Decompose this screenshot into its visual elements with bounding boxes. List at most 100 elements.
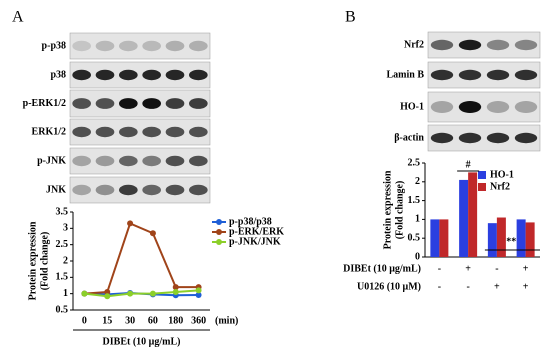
y-tick-label: 2	[63, 255, 68, 266]
panel-label: A	[12, 9, 24, 26]
blot-band	[95, 98, 115, 109]
blot-band	[165, 69, 185, 81]
condition-value: +	[523, 263, 529, 274]
blot-band	[486, 101, 510, 113]
x-tick-label: 0	[82, 315, 87, 326]
condition-label: DIBEt (10 μg/mL)	[343, 263, 421, 274]
panel-label: B	[345, 9, 356, 26]
blot-strip	[69, 32, 211, 60]
condition-value: -	[438, 281, 441, 292]
blot-band	[72, 40, 91, 52]
y-axis-label: (Fold change)	[39, 232, 50, 291]
point	[195, 291, 202, 298]
x-tick-label: 60	[148, 315, 158, 326]
legend-label: p-p38/p38	[229, 216, 272, 227]
x-axis-label: DIBEt (10 μg/mL)	[103, 336, 181, 347]
blot-band	[142, 69, 162, 81]
blot-band	[458, 101, 482, 113]
blot-band	[72, 126, 91, 138]
condition-value: +	[494, 281, 500, 292]
point	[195, 287, 202, 294]
blot-band	[142, 40, 162, 52]
legend-label: Nrf2	[490, 181, 510, 192]
condition-value: -	[438, 263, 441, 274]
blot-label: HO-1	[400, 101, 424, 112]
blot-band	[118, 126, 138, 138]
point	[149, 230, 156, 237]
legend-label: p-JNK/JNK	[229, 236, 281, 247]
blot-band	[165, 184, 185, 196]
y-axis-label: (Fold change)	[394, 181, 405, 240]
blot-band	[95, 126, 115, 138]
blot-band	[118, 40, 138, 52]
x-tick-label: 180	[168, 315, 183, 326]
annotation: #	[466, 159, 471, 170]
blot-band	[486, 132, 510, 144]
bar	[459, 179, 469, 257]
blot-band	[430, 69, 454, 81]
blot-band	[118, 155, 138, 167]
blot-band	[486, 39, 510, 51]
y-tick-label: 1.5	[56, 272, 69, 283]
x-tick-label: 360	[191, 315, 206, 326]
legend-label: p-ERK/ERK	[229, 226, 284, 237]
y-tick-label: 0.5	[408, 232, 421, 243]
legend-marker	[216, 239, 222, 245]
x-tick-label: 30	[125, 315, 135, 326]
blot-strip	[69, 61, 211, 89]
y-axis-label: Protein expression	[27, 221, 38, 300]
series-line	[84, 222, 199, 295]
blot-band	[142, 126, 162, 138]
blot-band	[142, 98, 162, 109]
blot-band	[95, 184, 115, 196]
y-tick-label: 3	[63, 223, 68, 234]
blot-band	[165, 155, 185, 167]
blot-strip	[427, 91, 541, 123]
y-tick-label: 2.5	[408, 157, 421, 168]
legend-swatch	[478, 183, 486, 191]
blot-band	[118, 98, 138, 109]
blot-band	[430, 101, 454, 113]
blot-band	[458, 132, 482, 144]
blot-band	[430, 132, 454, 144]
blot-band	[458, 39, 482, 51]
point	[127, 220, 134, 227]
y-tick-label: 1	[63, 288, 68, 299]
blot-band	[189, 155, 208, 167]
blot-band	[142, 184, 162, 196]
blot-band	[95, 69, 115, 81]
bar	[439, 219, 449, 257]
blot-band	[72, 98, 91, 109]
condition-value: +	[523, 281, 529, 292]
blot-band	[486, 69, 510, 81]
legend-marker	[216, 229, 222, 235]
y-axis-label: Protein expression	[382, 170, 393, 249]
y-tick-label: 1.5	[408, 195, 421, 206]
bar	[487, 223, 497, 257]
blot-band	[165, 126, 185, 138]
point	[172, 289, 179, 296]
blot-band	[189, 98, 208, 109]
blot-strip	[69, 118, 211, 146]
blot-band	[514, 39, 538, 51]
blot-band	[189, 184, 208, 196]
point	[81, 290, 88, 297]
condition-value: +	[465, 263, 471, 274]
point	[149, 290, 156, 297]
x-tick-label: 15	[102, 315, 112, 326]
blot-band	[514, 101, 538, 113]
blot-band	[72, 155, 91, 167]
x-unit: (min)	[215, 315, 238, 326]
blot-band	[430, 39, 454, 51]
blot-band	[95, 155, 115, 167]
point	[104, 289, 111, 296]
blot-band	[189, 126, 208, 138]
bar	[468, 172, 478, 257]
blot-label: β-actin	[394, 132, 424, 143]
blot-strip	[69, 89, 211, 118]
bar	[430, 219, 440, 257]
blot-band	[72, 69, 91, 81]
bar	[516, 219, 526, 257]
legend-swatch	[478, 171, 486, 179]
